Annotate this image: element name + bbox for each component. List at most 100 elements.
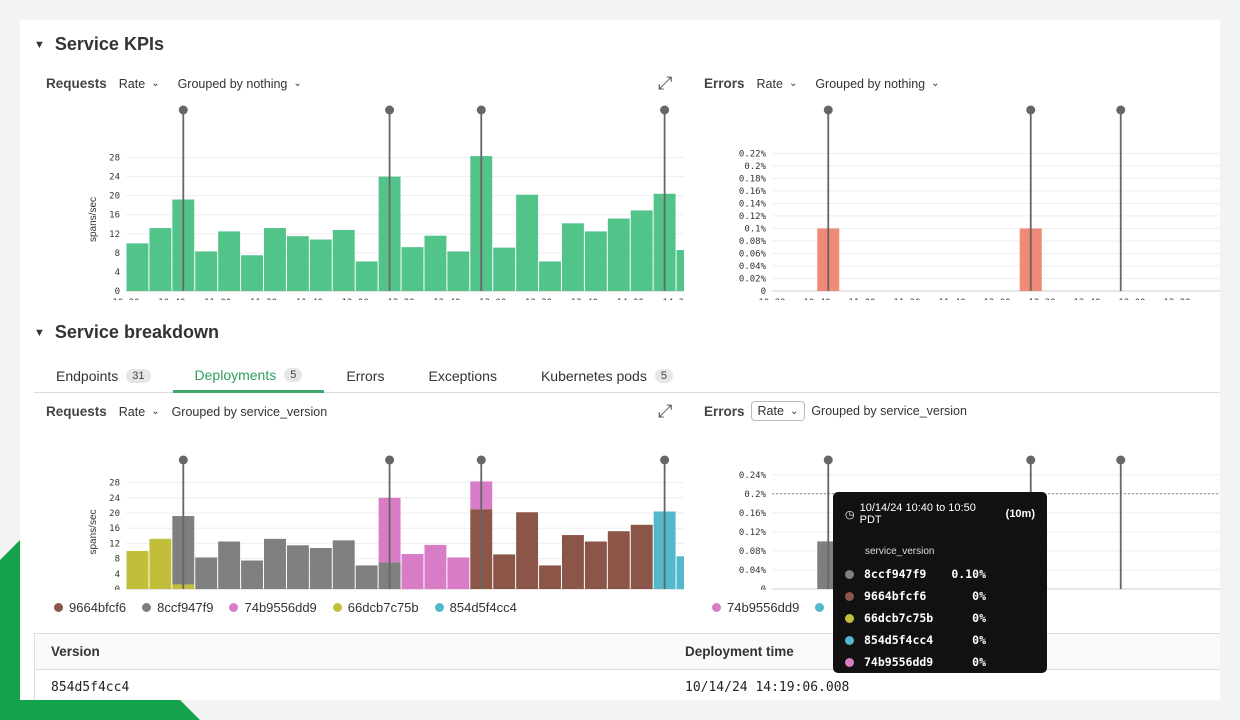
service-breakdown-header[interactable]: ▼ Service breakdown — [34, 322, 219, 343]
bar — [630, 210, 653, 291]
bar — [447, 557, 470, 589]
legend-item[interactable]: 74b9556dd9 — [229, 600, 317, 615]
legend-item[interactable]: 66dcb7c75b — [332, 600, 419, 615]
rate-dropdown[interactable]: Rate ⌄ — [118, 404, 160, 419]
deployment-marker-dot — [823, 105, 833, 115]
bar — [264, 228, 286, 291]
tooltip-row: 66dcb7c75b 0% — [845, 607, 1035, 629]
tooltip-series-name: 66dcb7c75b — [864, 611, 934, 625]
x-tick-label: 13:20 — [525, 298, 552, 300]
bar — [584, 541, 607, 589]
tab-endpoints[interactable]: Endpoints 31 — [34, 359, 173, 393]
clock-icon: ◷ — [845, 508, 855, 521]
y-tick-label: 0.12% — [739, 528, 767, 538]
chevron-down-icon: ⌄ — [789, 405, 799, 417]
y-tick-label: 0.08% — [739, 237, 767, 247]
panel-title: Errors — [704, 76, 745, 91]
tooltip-header: ◷ 10/14/24 10:40 to 10:50 PDT (10m) — [845, 502, 1035, 526]
y-tick-label: 24 — [109, 494, 120, 504]
panel-title: Requests — [46, 404, 107, 419]
bar — [126, 243, 149, 291]
tooltip-row: 9664bfcf6 0% — [845, 585, 1035, 607]
column-header-version[interactable]: Version — [51, 644, 100, 659]
bar — [149, 538, 172, 589]
group-by-label[interactable]: Grouped by service_version — [811, 404, 967, 418]
x-tick-label: 12:40 — [433, 298, 460, 300]
deployment-marker-dot — [1026, 105, 1036, 115]
tooltip-series-value: 0.10% — [951, 567, 986, 581]
y-tick-label: 0.1% — [744, 224, 766, 234]
legend-item[interactable]: 854d5f4cc4 — [434, 600, 517, 615]
y-tick-label: 0.18% — [739, 174, 767, 184]
group-by-dropdown[interactable]: Grouped by nothing ⌄ — [815, 76, 940, 91]
legend-item[interactable] — [815, 600, 830, 615]
kpi-errors-header: Errors Rate ⌄ Grouped by nothing ⌄ — [704, 76, 958, 91]
x-tick-label: 12:00 — [342, 298, 369, 300]
kpi-requests-chart[interactable]: 0 4 8 12 16 20 24 28 spans/sec 10:20 10:40 11:00 11:… — [44, 100, 684, 300]
bar — [218, 231, 241, 291]
bar — [676, 556, 684, 589]
service-kpis-header[interactable]: ▼ Service KPIs — [34, 34, 164, 55]
tooltip-series-name: 8ccf947f9 — [864, 567, 927, 581]
tab-deployments[interactable]: Deployments 5 — [172, 359, 325, 393]
tooltip-swatch — [845, 657, 854, 667]
legend-item[interactable]: 74b9556dd9 — [712, 600, 799, 615]
y-tick-label: 0.2% — [744, 162, 766, 172]
y-tick-label: 8 — [115, 249, 120, 259]
collapse-caret-icon[interactable]: ▼ — [34, 38, 45, 51]
tooltip-swatch — [845, 613, 854, 623]
y-tick-label: 0.16% — [739, 509, 767, 519]
group-by-label[interactable]: Grouped by service_version — [171, 404, 328, 419]
rate-dropdown[interactable]: Rate ⌄ — [756, 76, 798, 91]
column-header-deployment-time[interactable]: Deployment time — [685, 644, 794, 659]
x-tick-label: 11:20 — [250, 298, 277, 300]
chevron-down-icon: ⌄ — [151, 406, 160, 417]
bar — [149, 228, 172, 291]
table-row[interactable]: 854d5f4cc4 10/14/24 14:19:06.008 — [35, 670, 1220, 700]
x-tick-label: 12:00 — [983, 298, 1010, 300]
expand-icon[interactable]: ⤢ — [658, 73, 673, 93]
x-tick-label: 12:20 — [387, 298, 414, 300]
bar — [309, 239, 332, 291]
bar — [676, 250, 684, 291]
bd-requests-chart[interactable]: 0481216202428spans/sec10:2010:4011:0011:… — [44, 430, 684, 590]
legend-item[interactable]: 8ccf947f9 — [142, 600, 213, 615]
legend-item[interactable]: 9664bfcf6 — [54, 600, 126, 615]
count-badge: 5 — [654, 369, 673, 383]
y-tick-label: 0 — [115, 287, 120, 297]
panel-title: Requests — [46, 76, 107, 91]
count-badge: 5 — [284, 367, 303, 382]
x-tick-label: 14:00 — [617, 298, 644, 300]
tab-errors[interactable]: Errors — [346, 368, 385, 384]
y-tick-label: 28 — [109, 154, 120, 164]
deployment-marker-dot — [385, 455, 395, 465]
group-by-dropdown[interactable]: Grouped by nothing ⌄ — [177, 76, 302, 91]
expand-icon[interactable]: ⤢ — [658, 401, 673, 421]
rate-dropdown[interactable]: Rate ⌄ — [118, 76, 160, 91]
dashboard-card: ▼ Service KPIs Requests Rate ⌄ Grouped by… — [20, 20, 1220, 700]
bar — [401, 247, 424, 291]
y-tick-label: 0.22% — [739, 149, 767, 159]
bar — [309, 547, 332, 589]
count-badge: 31 — [126, 369, 151, 383]
y-tick-label: 0.16% — [739, 187, 767, 197]
deployment-marker-dot — [660, 455, 670, 465]
y-tick-label: 16 — [109, 211, 120, 221]
y-tick-label: 0.04% — [739, 566, 767, 576]
tab-kubernetes-pods[interactable]: Kubernetes pods 5 — [519, 359, 695, 393]
x-tick-label: 12:20 — [1028, 298, 1055, 300]
kpi-errors-chart[interactable]: 0 0.02% 0.04% 0.06% 0.08% 0.1% 0.12% 0.14% 0.16%… — [700, 100, 1220, 300]
rate-dropdown[interactable]: Rate ⌄ — [750, 401, 806, 421]
tooltip-range: 10/14/24 10:40 to 10:50 PDT — [859, 502, 976, 526]
y-tick-label: 0.2% — [744, 490, 766, 500]
legend-left: 9664bfcf6 8ccf947f9 74b9556dd9 66dcb7c75b 85… — [54, 600, 517, 615]
panel-title: Errors — [704, 403, 745, 419]
x-tick-label: 10:20 — [112, 298, 139, 300]
tab-exceptions[interactable]: Exceptions — [428, 368, 497, 384]
legend-swatch — [815, 603, 825, 612]
chevron-down-icon: ⌄ — [931, 78, 940, 89]
deployment-marker-dot — [823, 455, 833, 465]
bar — [195, 251, 218, 291]
bar — [516, 512, 539, 589]
collapse-caret-icon[interactable]: ▼ — [34, 326, 45, 339]
